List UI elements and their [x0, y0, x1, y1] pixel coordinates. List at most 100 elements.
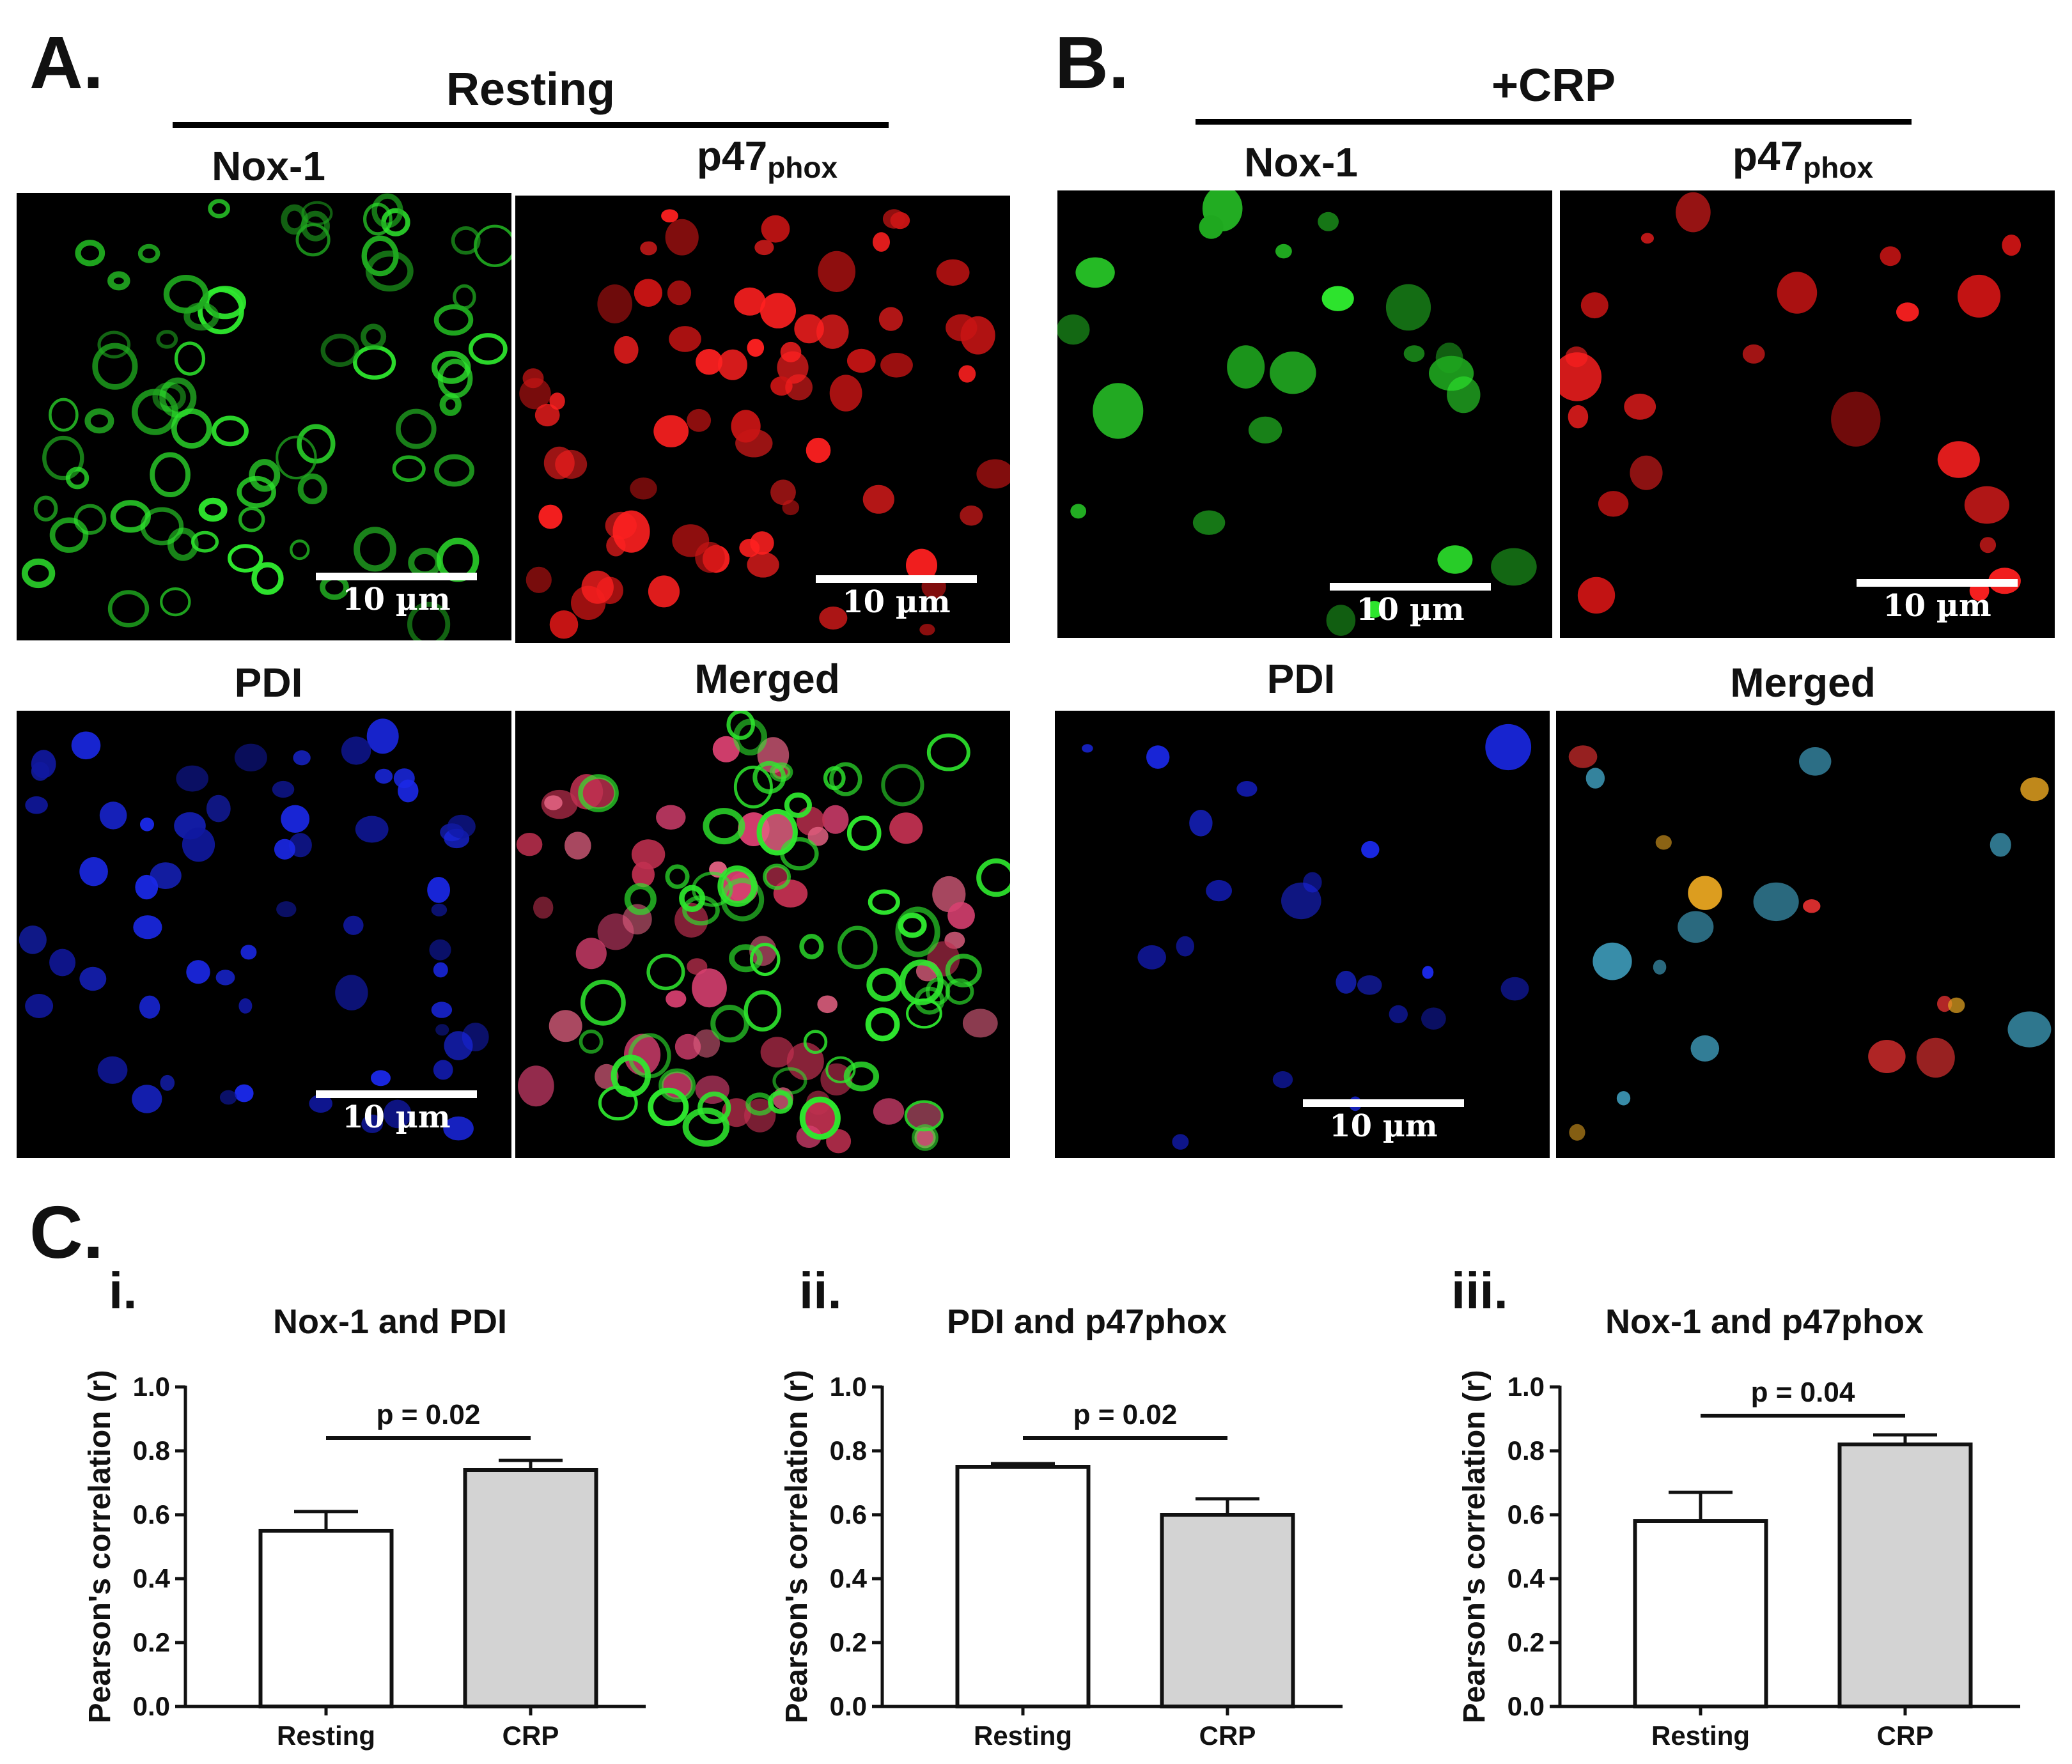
cell-blob [717, 865, 758, 907]
cell-blob [687, 408, 712, 432]
cell-blob [782, 500, 800, 516]
cell-blob [695, 541, 725, 573]
cell-blob [580, 979, 626, 1026]
y-tick-label: 0.0 [1507, 1691, 1545, 1721]
cell-blob [2002, 235, 2021, 256]
cell-blob [65, 467, 90, 490]
cell-blob [429, 939, 451, 961]
cell-blob [756, 808, 798, 856]
cell-blob [1577, 576, 1616, 614]
cell-blob [1435, 343, 1463, 373]
cell-blob [656, 805, 686, 830]
cell-blob [249, 459, 281, 492]
cell-blob [97, 330, 131, 359]
cell-blob [355, 816, 389, 843]
cell-blob [352, 345, 396, 380]
cell-blob [822, 805, 849, 834]
cell-blob [945, 978, 974, 1005]
cell-blob [648, 575, 680, 608]
cell-blob [433, 1060, 453, 1080]
y-tick-label: 1.0 [133, 1372, 170, 1402]
cell-blob [150, 862, 182, 889]
cell-blob [176, 765, 208, 792]
cell-blob [1690, 1035, 1720, 1062]
cell-blob [433, 304, 474, 336]
panel-b-nox1-cells [1057, 190, 1537, 636]
cell-blob [238, 506, 265, 532]
cell-blob [1137, 945, 1166, 970]
cell-blob [434, 454, 475, 487]
cell-blob [703, 808, 745, 845]
panel-a-nox1-cells [21, 193, 511, 640]
panel-a-group-rule [173, 122, 889, 128]
cell-blob [439, 393, 462, 416]
cell-blob [667, 280, 692, 306]
cell-blob [919, 624, 935, 636]
panel-a-label-pdi: PDI [234, 660, 303, 706]
cell-blob [447, 814, 476, 839]
cell-blob [182, 827, 215, 862]
cell-blob [1958, 274, 2001, 318]
panel-b-label-p47-sub: phox [1803, 151, 1874, 184]
cell-blob [293, 750, 311, 766]
bar-crp [1160, 1513, 1295, 1708]
cell-blob [1803, 899, 1821, 913]
cell-blob [819, 607, 848, 630]
cell-blob [343, 915, 364, 935]
cell-blob [2020, 777, 2049, 801]
cell-blob [451, 226, 481, 255]
panel-a-merged-cells [516, 711, 1010, 1154]
cell-blob [408, 547, 442, 578]
cell-blob [361, 323, 387, 350]
cell-blob [398, 779, 419, 803]
cell-blob [726, 711, 755, 740]
cell-blob [320, 334, 359, 368]
cell-blob [936, 259, 970, 286]
cell-blob [761, 215, 790, 243]
cell-blob [803, 1030, 828, 1055]
cell-blob [1176, 936, 1194, 957]
cell-blob [1057, 314, 1090, 345]
y-axis-label: Pearson's correlation (r) [780, 1370, 814, 1724]
cell-blob [581, 570, 614, 604]
cell-blob [794, 314, 824, 344]
cell-blob [21, 558, 56, 589]
cell-blob [198, 497, 228, 522]
cell-blob [453, 284, 476, 310]
cell-blob [276, 435, 317, 480]
cell-blob [846, 816, 882, 851]
chart-nox1-p47phox: Nox-1 and p47phox Pearson's correlation (… [1451, 1303, 2052, 1751]
cell-blob [371, 1070, 391, 1087]
cell-blob [300, 210, 330, 242]
cell-blob [958, 365, 976, 383]
cell-blob [281, 805, 310, 833]
scale-bar-text: 10 µm [1329, 1108, 1437, 1144]
cell-blob [1688, 876, 1722, 910]
cell-blob [747, 339, 765, 357]
cell-blob [107, 590, 150, 628]
cell-blob [799, 934, 824, 959]
bar-resting [955, 1465, 1091, 1708]
cell-blob [1640, 233, 1654, 244]
cell-blob [240, 945, 257, 960]
y-tick-label: 1.0 [1507, 1372, 1545, 1402]
cell-blob [669, 326, 701, 352]
panel-b-label-p47-main: p47 [1732, 133, 1803, 179]
scale-bar-text: 10 µm [342, 1099, 450, 1135]
cell-blob [366, 718, 399, 754]
cell-blob [665, 864, 690, 889]
cell-blob [392, 455, 426, 483]
x-tick-label: CRP [1199, 1721, 1256, 1751]
y-tick-label: 1.0 [830, 1372, 867, 1402]
panel-a-p47-image: 10 µm [515, 196, 1010, 643]
cell-blob [906, 548, 937, 582]
cell-blob [474, 224, 511, 267]
cell-blob [1616, 1091, 1631, 1106]
x-tick-label: Resting [1651, 1721, 1750, 1751]
cell-blob [1948, 997, 1965, 1013]
panel-a-pdi-cells [19, 718, 489, 1141]
cell-blob [1082, 744, 1093, 753]
y-tick-label: 0.2 [133, 1627, 170, 1657]
cell-blob [238, 998, 253, 1014]
cell-blob [354, 527, 396, 572]
